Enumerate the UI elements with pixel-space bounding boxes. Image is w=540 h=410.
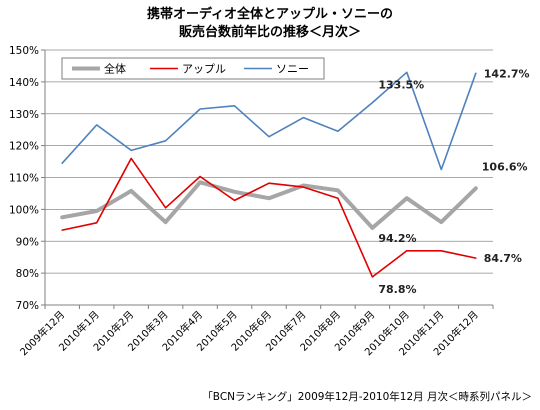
- legend-label: アップル: [182, 63, 226, 76]
- series-line-全体: [60, 180, 478, 230]
- data-label: 94.2%: [378, 232, 416, 245]
- data-label: 133.5%: [378, 79, 424, 92]
- chart-title-line: 携帯オーディオ全体とアップル・ソニーの: [147, 6, 393, 22]
- x-tick-label: 2009年12月: [17, 308, 67, 358]
- y-tick-label: 100%: [9, 204, 39, 216]
- y-tick-label: 120%: [9, 141, 39, 153]
- y-tick-label: 140%: [9, 77, 39, 89]
- y-tick-label: 130%: [9, 109, 39, 121]
- data-label: 84.7%: [484, 252, 522, 265]
- legend-label: ソニー: [276, 63, 309, 76]
- data-label: 78.8%: [378, 283, 416, 296]
- legend-box: [61, 57, 325, 80]
- series-line-アップル: [61, 157, 477, 278]
- source-note: 「BCNランキング」2009年12月-2010年12月 月次＜時系列パネル＞: [202, 390, 532, 403]
- y-tick-label: 80%: [16, 268, 39, 280]
- legend-label: 全体: [104, 62, 126, 76]
- chart-title-line: 販売台数前年比の推移＜月次＞: [179, 24, 361, 40]
- data-label: 106.6%: [482, 160, 528, 173]
- y-tick-label: 70%: [16, 300, 39, 312]
- series-line-ソニー: [61, 71, 477, 171]
- data-label: 142.7%: [484, 67, 530, 80]
- y-tick-label: 90%: [16, 236, 39, 248]
- y-tick-label: 150%: [9, 45, 39, 57]
- y-tick-label: 110%: [9, 173, 39, 185]
